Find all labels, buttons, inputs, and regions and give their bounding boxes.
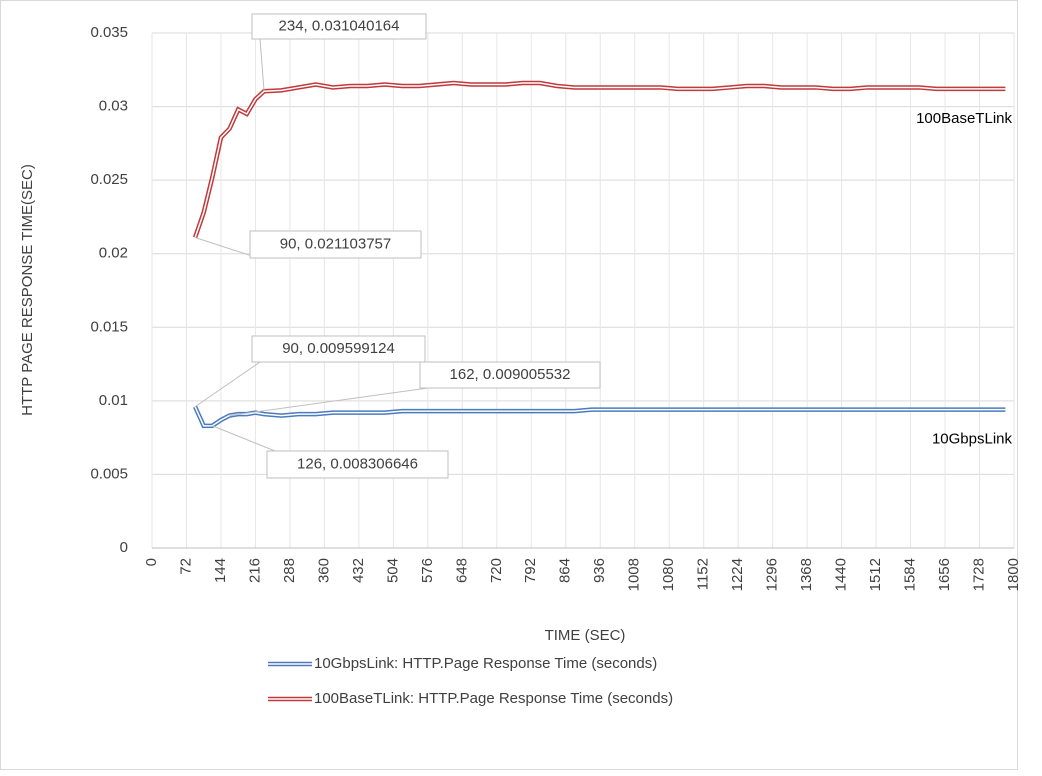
x-tick-label: 864 <box>557 558 574 583</box>
x-tick-label: 1152 <box>695 558 712 590</box>
x-tick-label: 0 <box>143 558 160 566</box>
chart-border <box>0 0 1018 770</box>
series-label: 10GbpsLink <box>932 431 1013 448</box>
series-line-inner <box>194 406 1006 427</box>
x-tick-label: 432 <box>350 558 367 583</box>
y-tick-label: 0.02 <box>99 245 128 262</box>
x-tick-label: 288 <box>281 558 298 583</box>
x-tick-label: 648 <box>453 558 470 583</box>
x-tick-label: 1440 <box>833 558 850 591</box>
x-tick-label: 1368 <box>798 558 815 591</box>
series-label: 100BaseTLink <box>916 110 1012 127</box>
annotation-text: 162, 0.009005532 <box>450 366 571 383</box>
annotation-box <box>249 230 422 259</box>
y-tick-label: 0.01 <box>99 392 128 409</box>
y-tick-label: 0.015 <box>90 318 128 335</box>
x-tick-label: 936 <box>591 558 608 583</box>
annotation-text: 90, 0.009599124 <box>282 340 395 357</box>
annotation-box <box>419 361 601 389</box>
annotation-text: 234, 0.031040164 <box>279 17 400 34</box>
x-tick-label: 1728 <box>970 558 987 591</box>
x-tick-label: 1656 <box>936 558 953 591</box>
x-tick-label: 360 <box>315 558 332 583</box>
x-axis-title: TIME (SEC) <box>545 627 626 644</box>
y-tick-label: 0.025 <box>90 171 128 188</box>
x-tick-label: 1584 <box>902 558 919 591</box>
y-tick-label: 0.035 <box>90 24 128 41</box>
annotation-text: 126, 0.008306646 <box>297 455 418 472</box>
y-tick-label: 0.03 <box>99 98 128 115</box>
annotation-leader <box>259 38 276 92</box>
x-tick-label: 1224 <box>729 558 746 591</box>
y-tick-label: 0 <box>120 539 128 556</box>
y-axis-title: HTTP PAGE RESPONSE TIME(SEC) <box>19 164 36 416</box>
x-tick-label: 72 <box>177 558 194 575</box>
legend-label: 10GbpsLink: HTTP.Page Response Time (sec… <box>314 655 657 672</box>
x-tick-label: 216 <box>246 558 263 583</box>
x-tick-label: 720 <box>488 558 505 583</box>
annotation-leader <box>212 425 291 452</box>
x-tick-label: 1008 <box>626 558 643 591</box>
x-tick-label: 792 <box>522 558 539 583</box>
x-tick-label: 144 <box>212 558 229 583</box>
legend-label: 100BaseTLink: HTTP.Page Response Time (s… <box>314 690 673 707</box>
annotation-leader <box>194 361 276 408</box>
x-tick-label: 1080 <box>660 558 677 591</box>
annotation-box <box>251 13 427 40</box>
x-tick-label: 1800 <box>1005 558 1022 591</box>
series-line-inner <box>194 82 1006 238</box>
x-tick-label: 504 <box>384 558 401 583</box>
x-tick-label: 576 <box>419 558 436 583</box>
y-tick-label: 0.005 <box>90 465 128 482</box>
annotation-box <box>251 335 426 363</box>
x-tick-label: 1296 <box>764 558 781 591</box>
annotation-text: 90, 0.021103757 <box>280 235 392 252</box>
annotation-box <box>266 450 449 479</box>
x-tick-label: 1512 <box>867 558 884 591</box>
